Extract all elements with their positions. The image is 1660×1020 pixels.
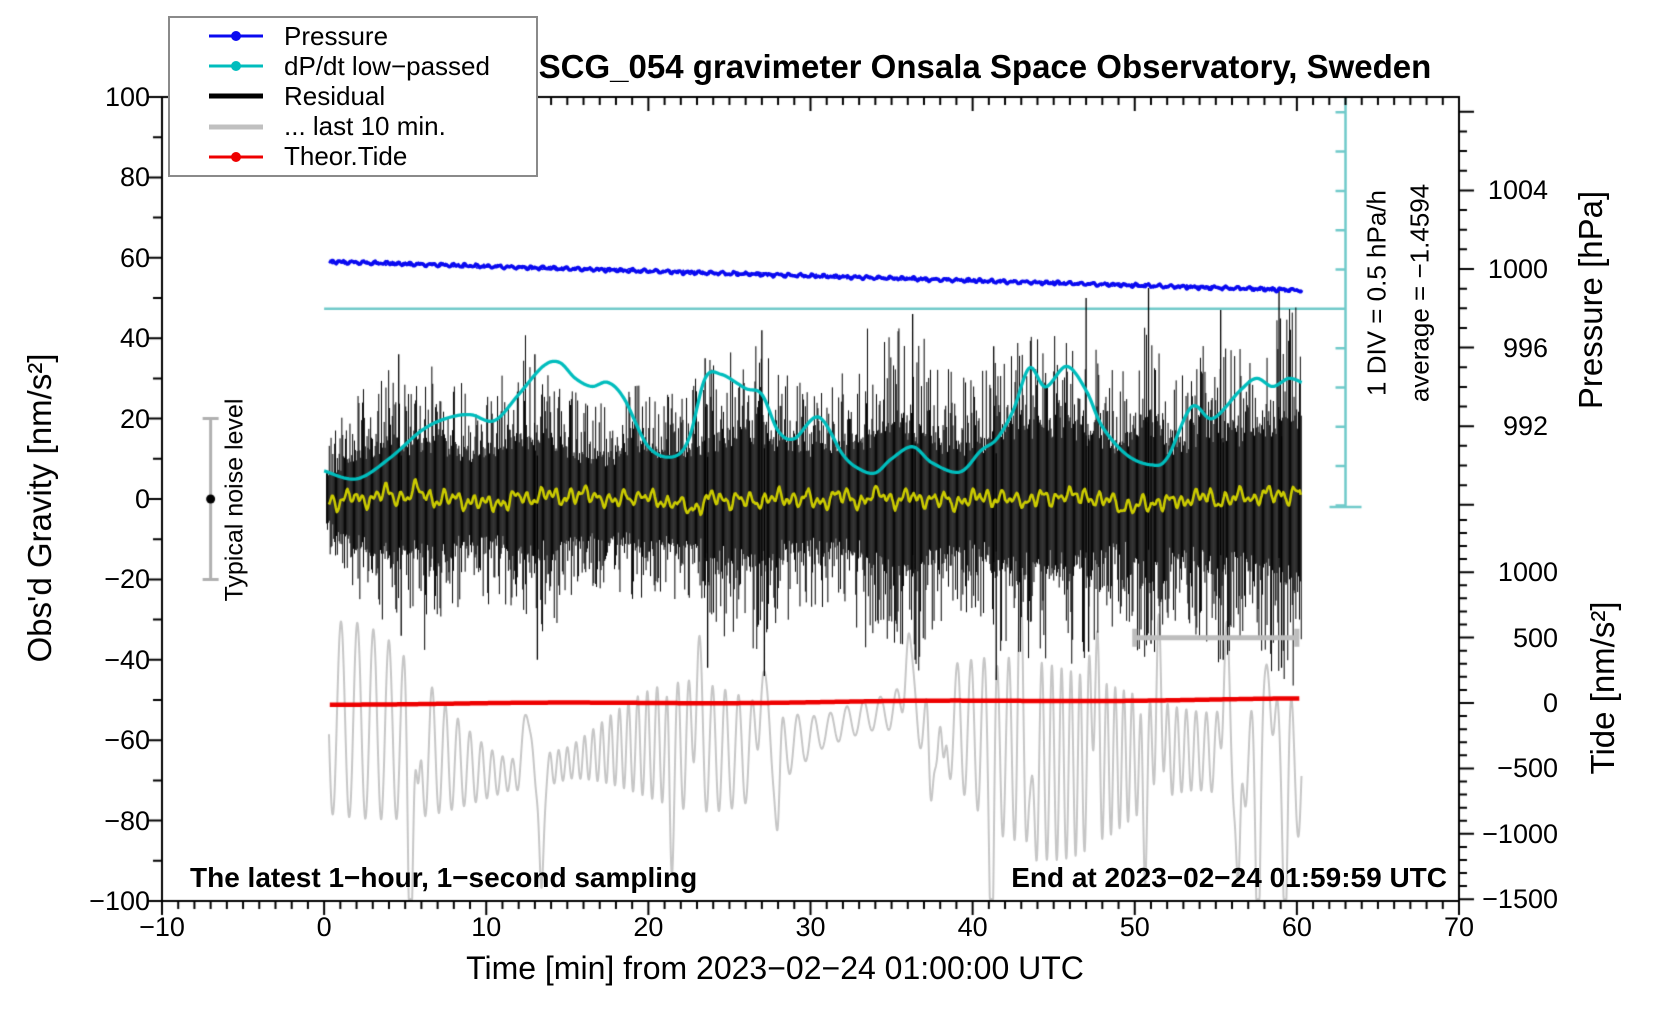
x-axis-label: Time [min] from 2023−02−24 01:00:00 UTC xyxy=(466,950,1084,986)
x-tick-label: 10 xyxy=(471,912,502,942)
tide-tick-label: −500 xyxy=(1497,753,1558,784)
gravity-tick-label: −100 xyxy=(89,886,150,916)
gravity-tick-label: 80 xyxy=(119,162,150,193)
gravity-tick-label: 40 xyxy=(119,323,150,354)
gravity-tick-label: −20 xyxy=(104,564,150,595)
gravity-tick-label: 0 xyxy=(134,484,150,514)
pressure-tick-label: 992 xyxy=(1502,411,1548,442)
legend-tide-dot-icon xyxy=(231,151,241,162)
legend-label: Pressure xyxy=(284,20,389,51)
gravity-tick-label: 100 xyxy=(104,82,150,112)
gravity-tick-label: −60 xyxy=(104,725,150,756)
legend-item-tide: Theor.Tide xyxy=(170,141,536,172)
gravity-tick-label: 20 xyxy=(119,403,150,434)
sampling-note: The latest 1−hour, 1−second sampling xyxy=(190,862,698,893)
tide-tick-label: 1000 xyxy=(1497,557,1558,588)
legend-item-pressure: Pressure xyxy=(170,20,536,51)
legend-item-residual: Residual xyxy=(170,80,536,111)
x-tick-label: 0 xyxy=(316,912,332,942)
page-title: SCG_054 gravimeter Onsala Space Observat… xyxy=(538,48,1432,85)
y-axis-label-tide: Tide [nm/s²] xyxy=(1584,601,1621,775)
legend-item-dpdt: dP/dt low−passed xyxy=(170,50,536,81)
legend-dpdt-line-icon xyxy=(209,60,263,72)
legend-last10-line-icon xyxy=(209,121,263,133)
x-tick-label: 60 xyxy=(1281,912,1312,942)
legend: Pressure dP/dt low−passed Residual... last… xyxy=(168,16,538,177)
gravity-tick-label: 60 xyxy=(119,242,150,273)
legend-label: dP/dt low−passed xyxy=(284,50,490,81)
gravity-tick-label: −40 xyxy=(104,644,150,675)
gravity-tick-label: −80 xyxy=(104,805,150,836)
y-axis-label-pressure: Pressure [hPa] xyxy=(1572,190,1609,410)
typical-noise-label: Typical noise level xyxy=(220,398,249,602)
legend-residual-line-icon xyxy=(209,90,263,102)
tide-tick-label: 500 xyxy=(1512,622,1558,653)
legend-dpdt-dot-icon xyxy=(231,61,241,72)
x-tick-label: 40 xyxy=(957,912,988,942)
legend-tide-line-icon xyxy=(209,151,263,163)
pressure-tick-label: 1004 xyxy=(1487,175,1548,206)
x-tick-label: 20 xyxy=(633,912,664,942)
pressure-tick-label: 996 xyxy=(1502,332,1548,363)
legend-label: ... last 10 min. xyxy=(284,111,446,142)
tide-tick-label: −1500 xyxy=(1482,884,1558,915)
div-scale-annotation: 1 DIV = 0.5 hPa/h xyxy=(1361,190,1392,396)
x-tick-label: −10 xyxy=(139,912,185,942)
x-tick-label: 50 xyxy=(1119,912,1150,942)
legend-pressure-dot-icon xyxy=(231,31,241,42)
end-time-note: End at 2023−02−24 01:59:59 UTC xyxy=(1011,862,1447,893)
average-annotation: average = −1.4594 xyxy=(1404,183,1435,403)
tide-tick-label: 0 xyxy=(1542,688,1558,718)
legend-label: Residual xyxy=(284,80,386,111)
legend-pressure-line-icon xyxy=(209,30,263,42)
pressure-tick-label: 1000 xyxy=(1487,254,1548,284)
legend-item-last10: ... last 10 min. xyxy=(170,111,536,142)
x-tick-label: 30 xyxy=(795,912,826,942)
tide-tick-label: −1000 xyxy=(1482,818,1558,849)
x-tick-label: 70 xyxy=(1443,912,1475,942)
legend-label: Theor.Tide xyxy=(284,141,408,172)
